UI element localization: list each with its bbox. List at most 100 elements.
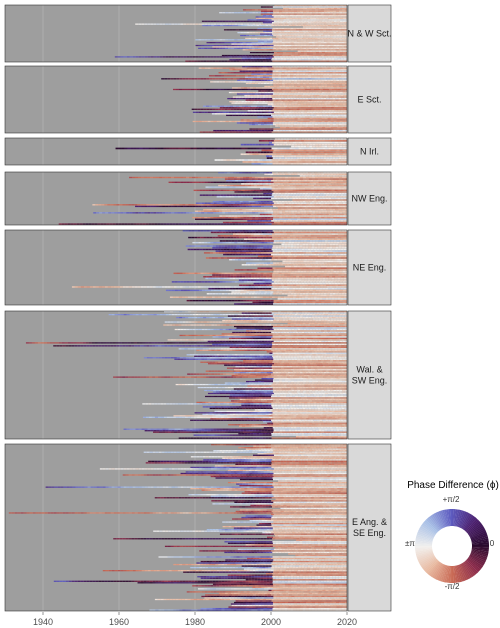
cell: [328, 94, 332, 97]
cell: [337, 207, 341, 209]
cell: [249, 39, 253, 41]
cell: [318, 153, 322, 156]
cell: [242, 161, 246, 163]
cell: [254, 49, 258, 51]
cell: [312, 47, 316, 49]
cell: [213, 81, 217, 83]
cell: [272, 27, 276, 30]
cell: [345, 196, 347, 198]
cell: [299, 54, 303, 57]
cell: [291, 111, 295, 113]
cell: [235, 159, 239, 161]
cell: [313, 207, 317, 209]
cell: [259, 183, 263, 185]
cell: [253, 69, 257, 71]
cell: [297, 210, 301, 212]
cell: [328, 189, 332, 192]
cell: [299, 46, 303, 48]
cell: [270, 149, 274, 152]
cell: [325, 138, 329, 140]
cell: [299, 151, 303, 154]
cell: [297, 104, 301, 106]
cell: [259, 29, 263, 31]
cell: [147, 212, 151, 214]
cell: [270, 107, 274, 109]
cell: [286, 7, 290, 10]
cell: [319, 96, 323, 98]
cell: [345, 102, 347, 104]
cell: [344, 157, 347, 159]
cell: [272, 155, 276, 157]
cell: [245, 93, 249, 95]
cell: [247, 88, 251, 91]
cell: [290, 157, 294, 159]
cell: [272, 46, 276, 48]
cell: [322, 5, 326, 7]
cell: [243, 102, 247, 104]
cell: [332, 155, 336, 157]
cell: [302, 60, 306, 62]
cell: [263, 93, 267, 95]
cell: [333, 79, 337, 81]
cell: [316, 186, 320, 188]
cell: [267, 90, 271, 92]
cell: [309, 107, 313, 109]
cell: [281, 78, 285, 80]
cell: [314, 200, 318, 203]
cell: [237, 181, 241, 184]
cell: [309, 210, 313, 212]
cell: [277, 94, 281, 97]
cell: [274, 159, 278, 161]
cell: [231, 120, 235, 123]
cell: [207, 23, 211, 25]
cell: [191, 204, 195, 206]
cell: [251, 54, 255, 57]
cell: [282, 44, 286, 47]
cell: [214, 131, 218, 133]
cell: [340, 194, 344, 196]
cell: [247, 113, 251, 115]
cell: [248, 42, 252, 44]
cell: [201, 181, 205, 184]
cell: [305, 208, 309, 211]
cell: [299, 184, 303, 187]
cell: [284, 42, 288, 44]
cell: [342, 81, 346, 83]
cell: [276, 20, 280, 22]
cell: [268, 194, 272, 196]
cell: [247, 189, 251, 192]
cell: [337, 186, 341, 188]
cell: [227, 178, 231, 180]
cell: [325, 7, 329, 10]
cell: [300, 40, 304, 42]
cell: [270, 119, 274, 121]
cell: [252, 52, 256, 54]
cell: [204, 67, 208, 69]
cell: [320, 9, 324, 11]
cell: [315, 117, 319, 120]
row: [201, 20, 347, 22]
cell: [325, 24, 329, 27]
cell: [279, 12, 283, 14]
cell: [222, 23, 226, 25]
cell: [261, 120, 265, 123]
cell: [280, 17, 284, 20]
cell: [175, 147, 179, 150]
cell: [287, 30, 291, 32]
cell: [272, 76, 276, 78]
cell: [207, 67, 211, 69]
cell: [329, 93, 333, 95]
cell: [254, 122, 258, 124]
cell: [343, 189, 347, 192]
cell: [301, 138, 305, 140]
cell: [312, 210, 316, 212]
cell: [321, 47, 325, 49]
cell: [271, 22, 275, 24]
cell: [224, 60, 228, 62]
cell: [332, 60, 336, 62]
cell: [316, 131, 320, 133]
cell: [310, 183, 314, 185]
cell: [244, 183, 248, 185]
cell: [308, 26, 312, 28]
cell: [330, 79, 334, 81]
